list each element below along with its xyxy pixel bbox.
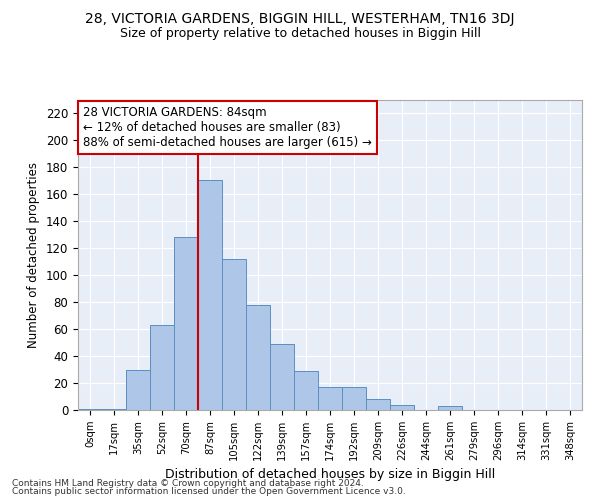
Bar (342, 387, 366, 410)
Text: 28 VICTORIA GARDENS: 84sqm
← 12% of detached houses are smaller (83)
88% of semi: 28 VICTORIA GARDENS: 84sqm ← 12% of deta… (83, 106, 372, 149)
X-axis label: Distribution of detached houses by size in Biggin Hill: Distribution of detached houses by size … (165, 468, 495, 481)
Bar (318, 387, 342, 410)
Bar (222, 259, 246, 410)
Bar (198, 180, 222, 410)
Bar (270, 344, 294, 410)
Text: Contains HM Land Registry data © Crown copyright and database right 2024.: Contains HM Land Registry data © Crown c… (12, 478, 364, 488)
Bar (174, 238, 198, 410)
Bar (126, 370, 150, 410)
Bar (390, 404, 414, 410)
Bar (246, 305, 270, 410)
Bar (102, 408, 126, 410)
Bar (150, 325, 174, 410)
Bar (366, 399, 390, 410)
Bar (438, 406, 462, 410)
Text: 28, VICTORIA GARDENS, BIGGIN HILL, WESTERHAM, TN16 3DJ: 28, VICTORIA GARDENS, BIGGIN HILL, WESTE… (85, 12, 515, 26)
Text: Size of property relative to detached houses in Biggin Hill: Size of property relative to detached ho… (119, 28, 481, 40)
Text: Contains public sector information licensed under the Open Government Licence v3: Contains public sector information licen… (12, 487, 406, 496)
Bar (78, 408, 102, 410)
Bar (294, 371, 318, 410)
Y-axis label: Number of detached properties: Number of detached properties (28, 162, 40, 348)
